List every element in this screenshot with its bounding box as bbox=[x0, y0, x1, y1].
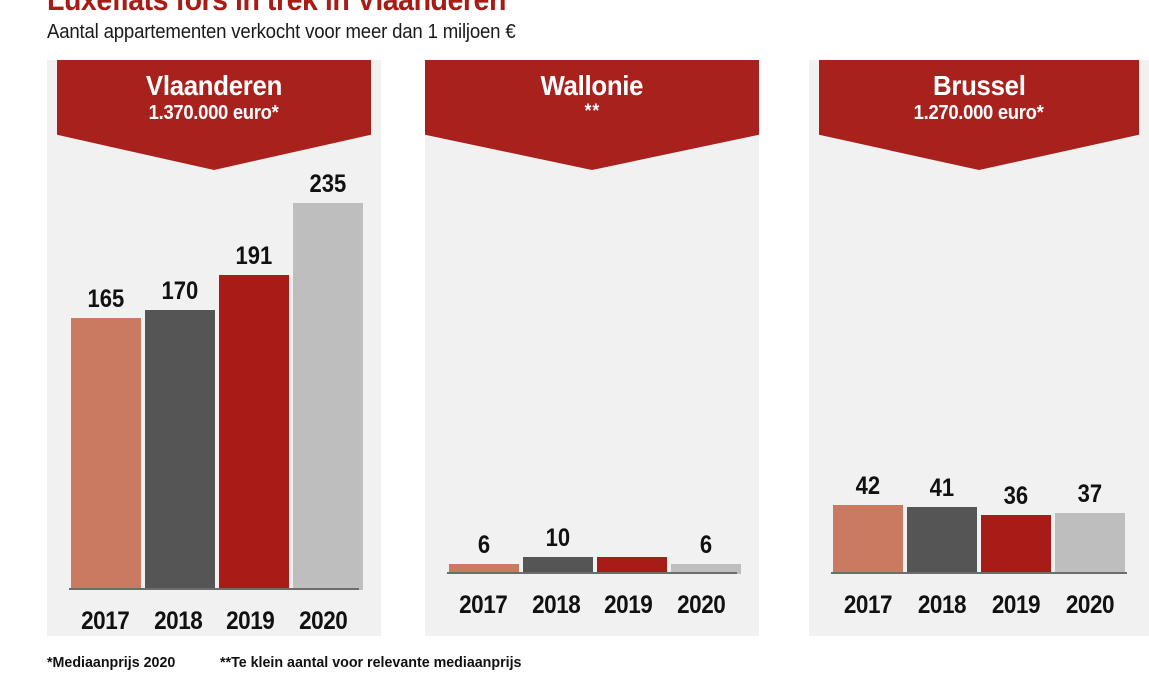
bar-2020 bbox=[1055, 513, 1125, 574]
x-axis-line bbox=[69, 588, 359, 590]
chart-header: Luxeflats fors in trek in Vlaanderen Aan… bbox=[0, 0, 1149, 44]
x-axis-labels: 2017 2018 2019 2020 bbox=[447, 591, 737, 620]
banner-wrap-wallonie: Wallonie ** bbox=[425, 60, 759, 172]
bar-value-label: 41 bbox=[929, 474, 955, 502]
bar-2018 bbox=[523, 557, 593, 574]
bar-value-label: 6 bbox=[699, 531, 713, 559]
bar-value-label: 170 bbox=[161, 277, 199, 305]
bar-value-label: 165 bbox=[87, 285, 125, 313]
bar-column-2018: 41 bbox=[905, 172, 979, 574]
bars-group: 165 170 191 235 bbox=[69, 172, 363, 590]
bar-2020 bbox=[671, 564, 741, 574]
x-label-2017: 2017 bbox=[81, 607, 130, 635]
bar-2018 bbox=[145, 310, 215, 590]
bar-2019 bbox=[219, 275, 289, 590]
bar-column-2017: 165 bbox=[69, 172, 143, 590]
footnotes: *Mediaanprijs 2020 **Te klein aantal voo… bbox=[47, 654, 537, 671]
region-median-price: ** bbox=[584, 101, 600, 123]
page-subtitle: Aantal appartementen verkocht voor meer … bbox=[47, 21, 516, 43]
bar-2019 bbox=[597, 557, 667, 574]
panel-vlaanderen: Vlaanderen 1.370.000 euro* 165 170 191 bbox=[47, 60, 381, 636]
region-median-price: 1.370.000 euro* bbox=[149, 102, 279, 125]
bar-value-label: 235 bbox=[309, 170, 347, 198]
x-label-2019: 2019 bbox=[226, 607, 275, 635]
x-axis-line bbox=[831, 572, 1127, 574]
bar-chart-vlaanderen: 165 170 191 235 2017 2018 bbox=[47, 172, 381, 652]
banner-wrap-vlaanderen: Vlaanderen 1.370.000 euro* bbox=[47, 60, 381, 172]
bars-group: 6 10 6 bbox=[447, 172, 741, 574]
bar-2018 bbox=[907, 507, 977, 574]
bar-value-label: 37 bbox=[1077, 480, 1103, 508]
footnote-median: *Mediaanprijs 2020 bbox=[47, 654, 176, 671]
bar-2017 bbox=[449, 564, 519, 574]
x-label-2020: 2020 bbox=[298, 607, 348, 635]
page-title: Luxeflats fors in trek in Vlaanderen bbox=[47, 0, 1061, 15]
panel-brussel: Brussel 1.270.000 euro* 42 41 36 bbox=[809, 60, 1149, 636]
bar-2017 bbox=[71, 318, 141, 590]
x-label-2020: 2020 bbox=[1065, 591, 1115, 619]
region-name: Brussel bbox=[932, 70, 1026, 101]
bar-chart-brussel: 42 41 36 37 2017 2018 bbox=[809, 172, 1149, 636]
x-axis-line bbox=[447, 572, 737, 574]
region-banner-vlaanderen: Vlaanderen 1.370.000 euro* bbox=[57, 60, 371, 170]
bar-column-2018: 170 bbox=[143, 172, 217, 590]
x-axis-labels: 2017 2018 2019 2020 bbox=[69, 607, 359, 636]
bar-column-2020: 37 bbox=[1053, 172, 1127, 574]
x-label-2017: 2017 bbox=[459, 591, 508, 619]
x-label-2017: 2017 bbox=[843, 591, 893, 619]
bar-value-label: 6 bbox=[477, 531, 491, 559]
footnote-small-sample: **Te klein aantal voor relevante mediaan… bbox=[220, 654, 522, 671]
bar-column-2019: 36 bbox=[979, 172, 1053, 574]
panel-wallonie: Wallonie ** 6 10 6 bbox=[425, 60, 759, 636]
bar-value-label: 10 bbox=[545, 524, 571, 552]
bar-column-2019 bbox=[595, 172, 669, 574]
x-label-2019: 2019 bbox=[604, 591, 653, 619]
bar-2017 bbox=[833, 505, 903, 574]
x-label-2018: 2018 bbox=[153, 607, 203, 635]
x-label-2018: 2018 bbox=[531, 591, 581, 619]
bar-value-label: 42 bbox=[855, 472, 881, 500]
bar-column-2017: 6 bbox=[447, 172, 521, 574]
bar-column-2020: 6 bbox=[669, 172, 743, 574]
panels-container: Vlaanderen 1.370.000 euro* 165 170 191 bbox=[0, 60, 1149, 636]
region-name: Vlaanderen bbox=[145, 70, 283, 101]
bar-column-2018: 10 bbox=[521, 172, 595, 574]
region-median-price: 1.270.000 euro* bbox=[914, 102, 1044, 125]
bar-chart-wallonie: 6 10 6 2017 2018 bbox=[425, 172, 759, 636]
bar-value-label: 36 bbox=[1003, 482, 1029, 510]
region-banner-wallonie: Wallonie ** bbox=[425, 60, 759, 170]
bar-column-2017: 42 bbox=[831, 172, 905, 574]
region-name: Wallonie bbox=[540, 70, 644, 101]
region-banner-brussel: Brussel 1.270.000 euro* bbox=[819, 60, 1139, 170]
bar-column-2020: 235 bbox=[291, 172, 365, 590]
bar-2020 bbox=[293, 203, 363, 590]
bar-value-label: 191 bbox=[235, 242, 273, 270]
banner-wrap-brussel: Brussel 1.270.000 euro* bbox=[809, 60, 1149, 172]
x-label-2020: 2020 bbox=[676, 591, 726, 619]
x-label-2019: 2019 bbox=[991, 591, 1041, 619]
x-label-2018: 2018 bbox=[917, 591, 967, 619]
bar-2019 bbox=[981, 515, 1051, 574]
bars-group: 42 41 36 37 bbox=[831, 172, 1127, 574]
x-axis-labels: 2017 2018 2019 2020 bbox=[831, 591, 1127, 620]
bar-column-2019: 191 bbox=[217, 172, 291, 590]
